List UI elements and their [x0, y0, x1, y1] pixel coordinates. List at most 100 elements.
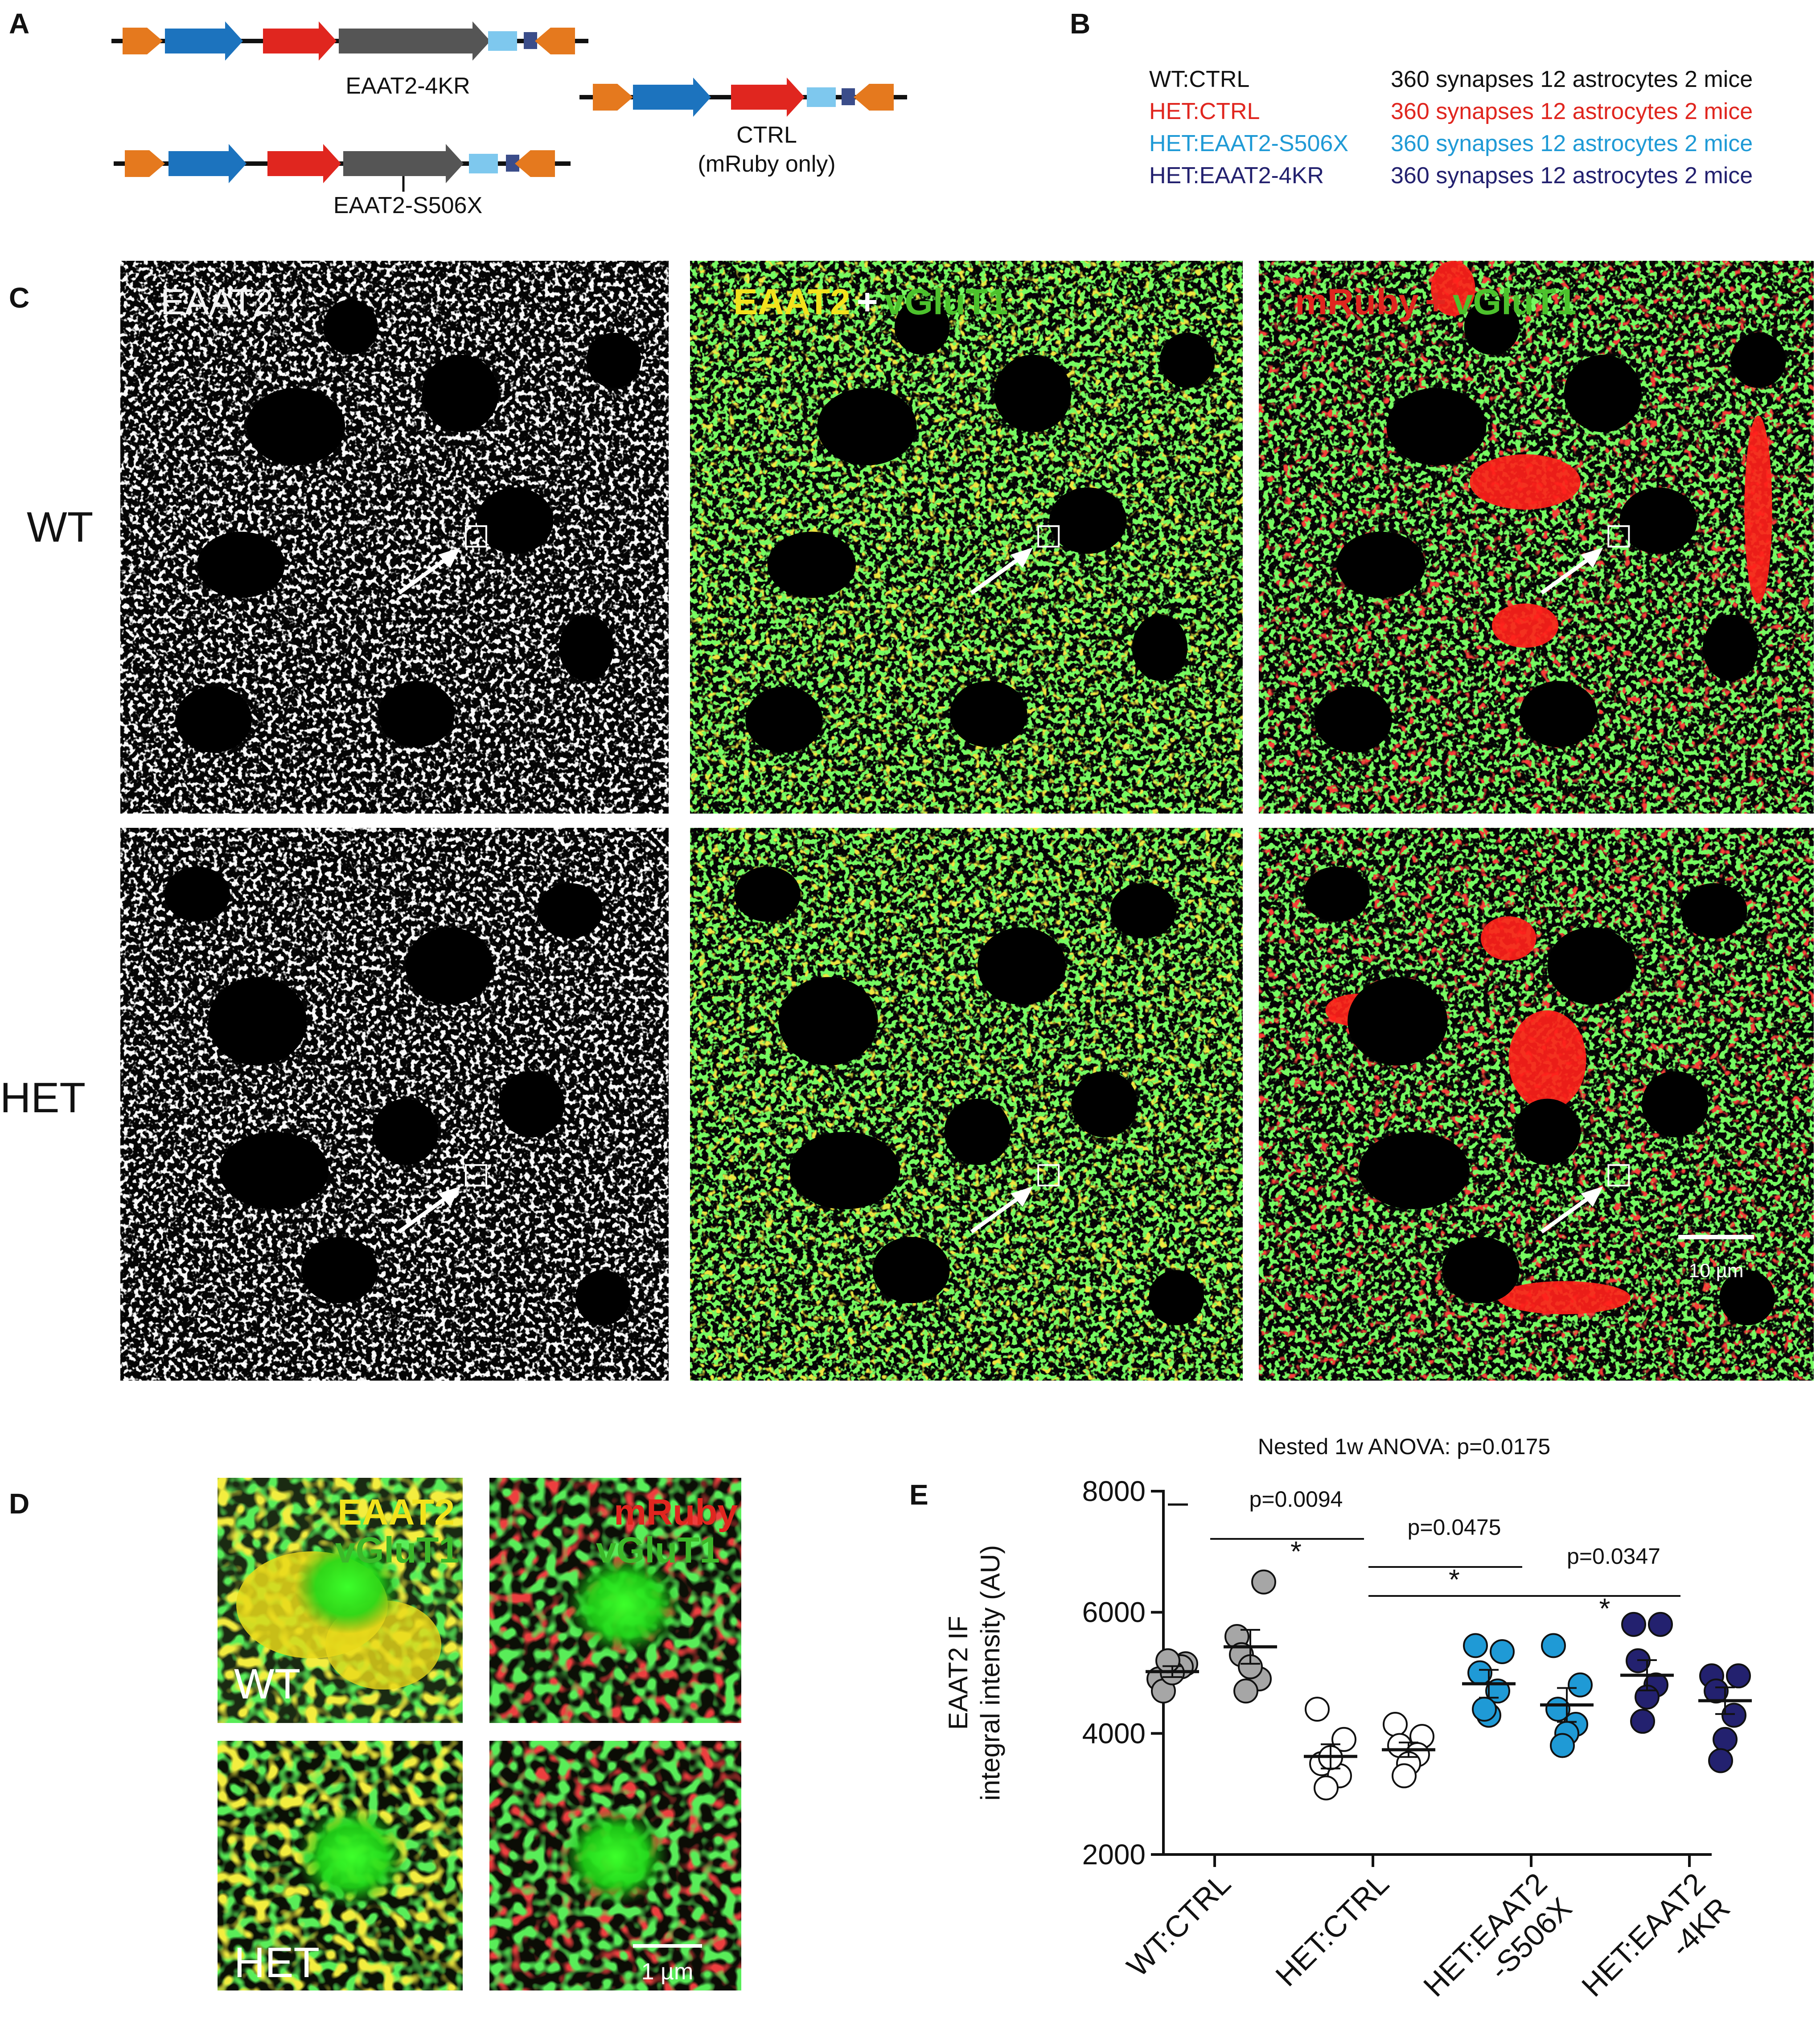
cell-body [197, 531, 285, 598]
roi-box [464, 525, 487, 548]
scale-bar-label-10um: 10 µm [1689, 1260, 1743, 1282]
data-point [1568, 1672, 1593, 1698]
panel-e: E Nested 1w ANOVA: p=0.0175 2000 4000 6000 8… [909, 1434, 1752, 2003]
cell-body [1336, 531, 1426, 598]
cell-body [1314, 686, 1392, 753]
cell-body [944, 1098, 1011, 1165]
construct-eaat2-4kr-diagram: EAAT2-4KR [111, 21, 588, 99]
legend-group-0: WT:CTRL [1149, 66, 1249, 92]
micrograph-title-eaat2-vglut1: EAAT2 + vGluT1 [733, 282, 1008, 322]
cell-body [208, 977, 307, 1066]
data-point [1472, 1697, 1497, 1722]
comparison-star-2: * [1599, 1592, 1610, 1624]
title-eaat2: EAAT2 [733, 282, 850, 322]
zoom-label-mruby: mRuby [614, 1492, 738, 1533]
construct-ctrl-diagram: CTRL (mRuby only) [579, 78, 907, 177]
roi-box [1037, 1164, 1060, 1187]
micrograph-title-mruby-vglut1: mRuby + vGluT1 [1295, 282, 1577, 322]
zoom-wt-mruby-vglut1: mRuby vGluT1 [489, 1478, 741, 1723]
zoom-corner-wt: WT [234, 1660, 300, 1708]
data-point [1490, 1639, 1515, 1664]
cell-body [994, 354, 1072, 432]
astrocyte-process [1508, 1010, 1586, 1110]
cell-body [246, 388, 345, 465]
cell-body [219, 1132, 329, 1209]
title-vglut1: vGluT1 [884, 282, 1008, 322]
data-point [1708, 1748, 1733, 1773]
astrocyte-process [1497, 1281, 1631, 1315]
micrograph-wt-eaat2-vglut1 [690, 261, 1243, 814]
panel-d: D EAAT2 vGluT1 WT mRuby vGluT1 HET [9, 1478, 741, 1990]
cell-body [477, 487, 554, 554]
title-mruby: mRuby [1295, 282, 1419, 322]
itr-right-icon [535, 28, 575, 54]
micrograph-wt-eaat2 [120, 261, 669, 814]
legend-info-1: 360 synapses 12 astrocytes 2 mice [1391, 99, 1753, 124]
astrocyte-process [1744, 415, 1772, 604]
y-tick-label-0: 2000 [1082, 1838, 1146, 1871]
construct-label-ctrl: CTRL [736, 122, 797, 148]
construct-eaat2-s506x-diagram: EAAT2-S506X [114, 144, 571, 218]
legend-info-3: 360 synapses 12 astrocytes 2 mice [1391, 163, 1753, 189]
roi-box [1037, 525, 1060, 548]
data-point [1713, 1727, 1738, 1752]
cell-body [1348, 977, 1448, 1066]
cell-body [817, 388, 917, 465]
x-tick-label-1: HET:CTRL [1269, 1867, 1396, 1993]
wpre-box [488, 31, 517, 51]
data-point [1630, 1709, 1655, 1734]
y-tick-label-3: 8000 [1082, 1475, 1146, 1507]
data-point [1383, 1711, 1408, 1737]
mruby-arrow-icon [731, 78, 805, 117]
panel-a: A EAAT2-4KR EAAT2-S506X [9, 8, 907, 218]
cell-body [175, 686, 252, 753]
roi-box [1607, 1164, 1630, 1187]
cell-body [745, 686, 823, 753]
cell-body [894, 299, 950, 355]
arrowhead-icon [438, 1186, 460, 1207]
comparison-star-1: * [1449, 1563, 1460, 1595]
legend-info-0: 360 synapses 12 astrocytes 2 mice [1391, 66, 1753, 92]
cell-body [1071, 1071, 1138, 1138]
panel-letter-d: D [9, 1488, 29, 1520]
cell-body [301, 1237, 378, 1304]
cell-body [977, 927, 1066, 1005]
zoom-wt-eaat2-vglut1: EAAT2 vGluT1 WT [218, 1478, 463, 1723]
cell-body [586, 333, 641, 388]
data-point [1305, 1697, 1330, 1722]
cell-body [949, 681, 1027, 748]
comparison-p-2: p=0.0347 [1567, 1544, 1660, 1569]
data-point [1463, 1633, 1488, 1658]
title-plus: + [1425, 282, 1446, 322]
cell-body [1110, 883, 1177, 938]
zoom-label-eaat2: EAAT2 [337, 1492, 455, 1533]
itr-right-icon [515, 150, 555, 177]
eaat2-arrow-icon [343, 144, 464, 183]
data-point [1541, 1633, 1566, 1658]
data-point [1314, 1775, 1339, 1801]
cell-body [1132, 614, 1187, 681]
cell-body [1703, 614, 1758, 681]
cell-body [1359, 1132, 1470, 1209]
panel-letter-c: C [9, 282, 29, 314]
arrowhead-icon [1011, 1186, 1033, 1207]
x-tick-label-0: WT:CTRL [1121, 1867, 1237, 1983]
data-point [1155, 1648, 1180, 1674]
comparison-p-1: p=0.0475 [1408, 1515, 1501, 1540]
cell-body [323, 299, 378, 355]
data-point [1550, 1733, 1575, 1758]
promoter-arrow-icon [165, 21, 243, 61]
wpre-box [469, 154, 498, 173]
astrocyte-process [1470, 454, 1581, 510]
cell-body [1547, 927, 1636, 1005]
chart-title: Nested 1w ANOVA: p=0.0175 [1258, 1434, 1550, 1459]
cell-body [778, 977, 878, 1066]
data-point [1721, 1702, 1746, 1728]
micrograph-het-eaat2 [120, 828, 669, 1381]
mruby-arrow-icon [263, 21, 337, 61]
zoom-corner-het: HET [234, 1939, 320, 1986]
legend-group-2: HET:EAAT2-S506X [1149, 131, 1348, 156]
legend-group-3: HET:EAAT2-4KR [1149, 163, 1324, 189]
scale-bar-label-1um: 1 µm [641, 1959, 694, 1985]
astrocyte-process [1481, 916, 1537, 961]
